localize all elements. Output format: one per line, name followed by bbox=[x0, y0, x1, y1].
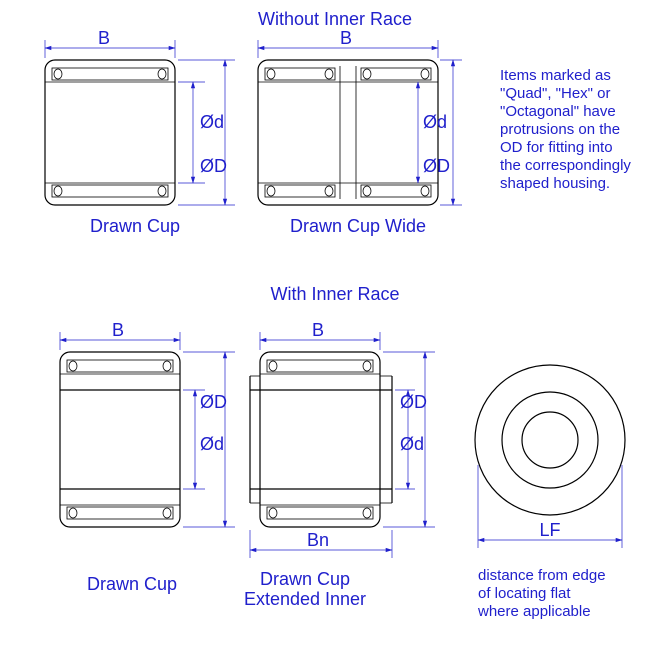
svg-text:LF: LF bbox=[539, 520, 560, 540]
diagram-drawn-cup: B Ød ØD Drawn Cup bbox=[45, 28, 235, 236]
svg-text:B: B bbox=[112, 320, 124, 340]
note-text: Items marked as "Quad", "Hex" or "Octago… bbox=[500, 67, 631, 192]
svg-text:Bn: Bn bbox=[307, 530, 329, 550]
svg-text:"Quad", "Hex" or: "Quad", "Hex" or bbox=[500, 85, 611, 102]
diagram-drawn-cup-wide: B Ød ØD Drawn Cup Wide bbox=[258, 28, 462, 236]
svg-text:the correspondingly: the correspondingly bbox=[500, 157, 631, 174]
svg-text:"Octagonal" have: "Octagonal" have bbox=[500, 103, 616, 120]
svg-text:Ød: Ød bbox=[423, 112, 447, 132]
svg-text:ØD: ØD bbox=[200, 392, 227, 412]
svg-text:distance from edge: distance from edge bbox=[478, 567, 606, 584]
caption-2: Drawn Cup Wide bbox=[290, 216, 426, 236]
caption-4b: Extended Inner bbox=[244, 589, 366, 609]
svg-text:ØD: ØD bbox=[423, 156, 450, 176]
svg-text:ØD: ØD bbox=[400, 392, 427, 412]
caption-4a: Drawn Cup bbox=[260, 569, 350, 589]
section-title-1: Without Inner Race bbox=[258, 9, 412, 29]
svg-text:B: B bbox=[312, 320, 324, 340]
caption-1: Drawn Cup bbox=[90, 216, 180, 236]
svg-text:Ød: Ød bbox=[400, 434, 424, 454]
svg-text:of locating flat: of locating flat bbox=[478, 585, 571, 602]
svg-text:shaped housing.: shaped housing. bbox=[500, 175, 610, 192]
dim-D: ØD bbox=[200, 156, 227, 176]
note2-text: distance from edge of locating flat wher… bbox=[477, 567, 606, 620]
svg-text:OD for fitting into: OD for fitting into bbox=[500, 139, 613, 156]
dim-d: Ød bbox=[200, 112, 224, 132]
diagram-extended-inner: B ØD Ød Bn Drawn Cup Extended Inner bbox=[244, 320, 435, 609]
svg-text:B: B bbox=[340, 28, 352, 48]
diagram-ring: LF bbox=[475, 365, 625, 548]
section-title-2: With Inner Race bbox=[270, 284, 399, 304]
svg-text:Ød: Ød bbox=[200, 434, 224, 454]
dim-B: B bbox=[98, 28, 110, 48]
svg-text:protrusions on the: protrusions on the bbox=[500, 121, 620, 138]
svg-text:where applicable: where applicable bbox=[477, 603, 591, 620]
caption-3: Drawn Cup bbox=[87, 574, 177, 594]
diagram-drawn-cup-inner: B ØD Ød Drawn Cup bbox=[60, 320, 235, 594]
svg-text:Items marked as: Items marked as bbox=[500, 67, 611, 84]
